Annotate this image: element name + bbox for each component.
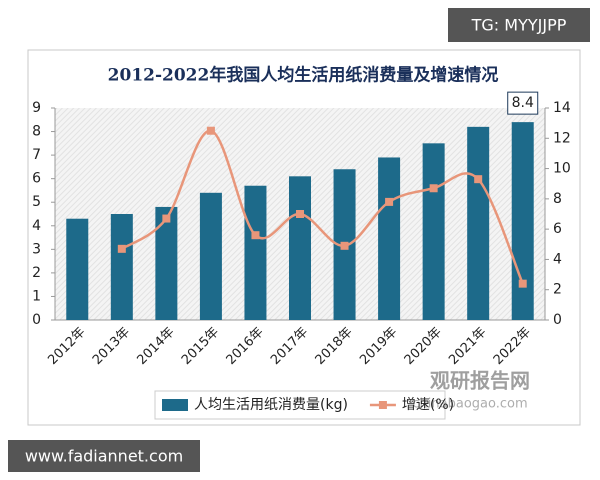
y-tick-label: 8 [32, 124, 41, 140]
bar [155, 206, 178, 320]
watermark-box [8, 440, 200, 472]
y-tick-label: 0 [32, 312, 41, 328]
marker [296, 210, 304, 218]
marker [474, 175, 483, 184]
watermark: TG: MYYJJPP [471, 16, 567, 35]
marker [385, 197, 394, 206]
marker [518, 279, 527, 288]
bar [378, 157, 401, 320]
legend-swatch [162, 399, 188, 411]
bar [289, 176, 311, 320]
marker [340, 241, 349, 250]
bar [244, 185, 267, 320]
y2-tick-label: 14 [553, 100, 571, 116]
bar [467, 126, 490, 320]
y-tick-label: 9 [32, 100, 41, 116]
watermark-box [448, 8, 590, 42]
y2-tick-label: 8 [553, 191, 562, 207]
legend [154, 390, 446, 420]
data-label-box [507, 91, 539, 115]
marker [429, 184, 438, 193]
y-tick-label: 4 [32, 218, 41, 234]
y-tick-label: 3 [32, 241, 41, 257]
bar [422, 143, 445, 320]
marker [117, 244, 126, 253]
watermark: chinabaogao.com [412, 397, 527, 412]
y2-tick-label: 4 [553, 251, 562, 267]
y2-tick-label: 10 [553, 161, 571, 177]
y2-tick-label: 6 [553, 221, 562, 237]
bar [66, 218, 89, 320]
y-tick-label: 5 [32, 194, 41, 210]
y2-tick-label: 0 [553, 312, 562, 328]
chart-title: 2012-2022年我国人均生活用纸消费量及增速情况 [108, 65, 499, 86]
bar [110, 214, 133, 320]
line [121, 129, 524, 285]
watermark: www.fadiannet.com [25, 447, 183, 466]
legend-swatch [378, 401, 387, 409]
legend-label: 人均生活用纸消费量(kg) [194, 397, 348, 413]
bar [511, 122, 534, 320]
data-label: 8.4 [512, 95, 534, 111]
y2-tick-label: 2 [553, 282, 562, 298]
y-tick-label: 2 [32, 265, 41, 281]
legend-label: 增速(%) [402, 397, 454, 413]
y2-tick-label: 12 [553, 130, 571, 146]
bar [199, 192, 222, 320]
y-tick-label: 6 [32, 171, 41, 187]
marker [162, 214, 171, 223]
y-tick-label: 1 [32, 288, 41, 304]
marker [251, 231, 260, 240]
marker [206, 126, 215, 135]
watermark: 观研报告网 [430, 369, 530, 393]
y-tick-label: 7 [32, 147, 41, 163]
